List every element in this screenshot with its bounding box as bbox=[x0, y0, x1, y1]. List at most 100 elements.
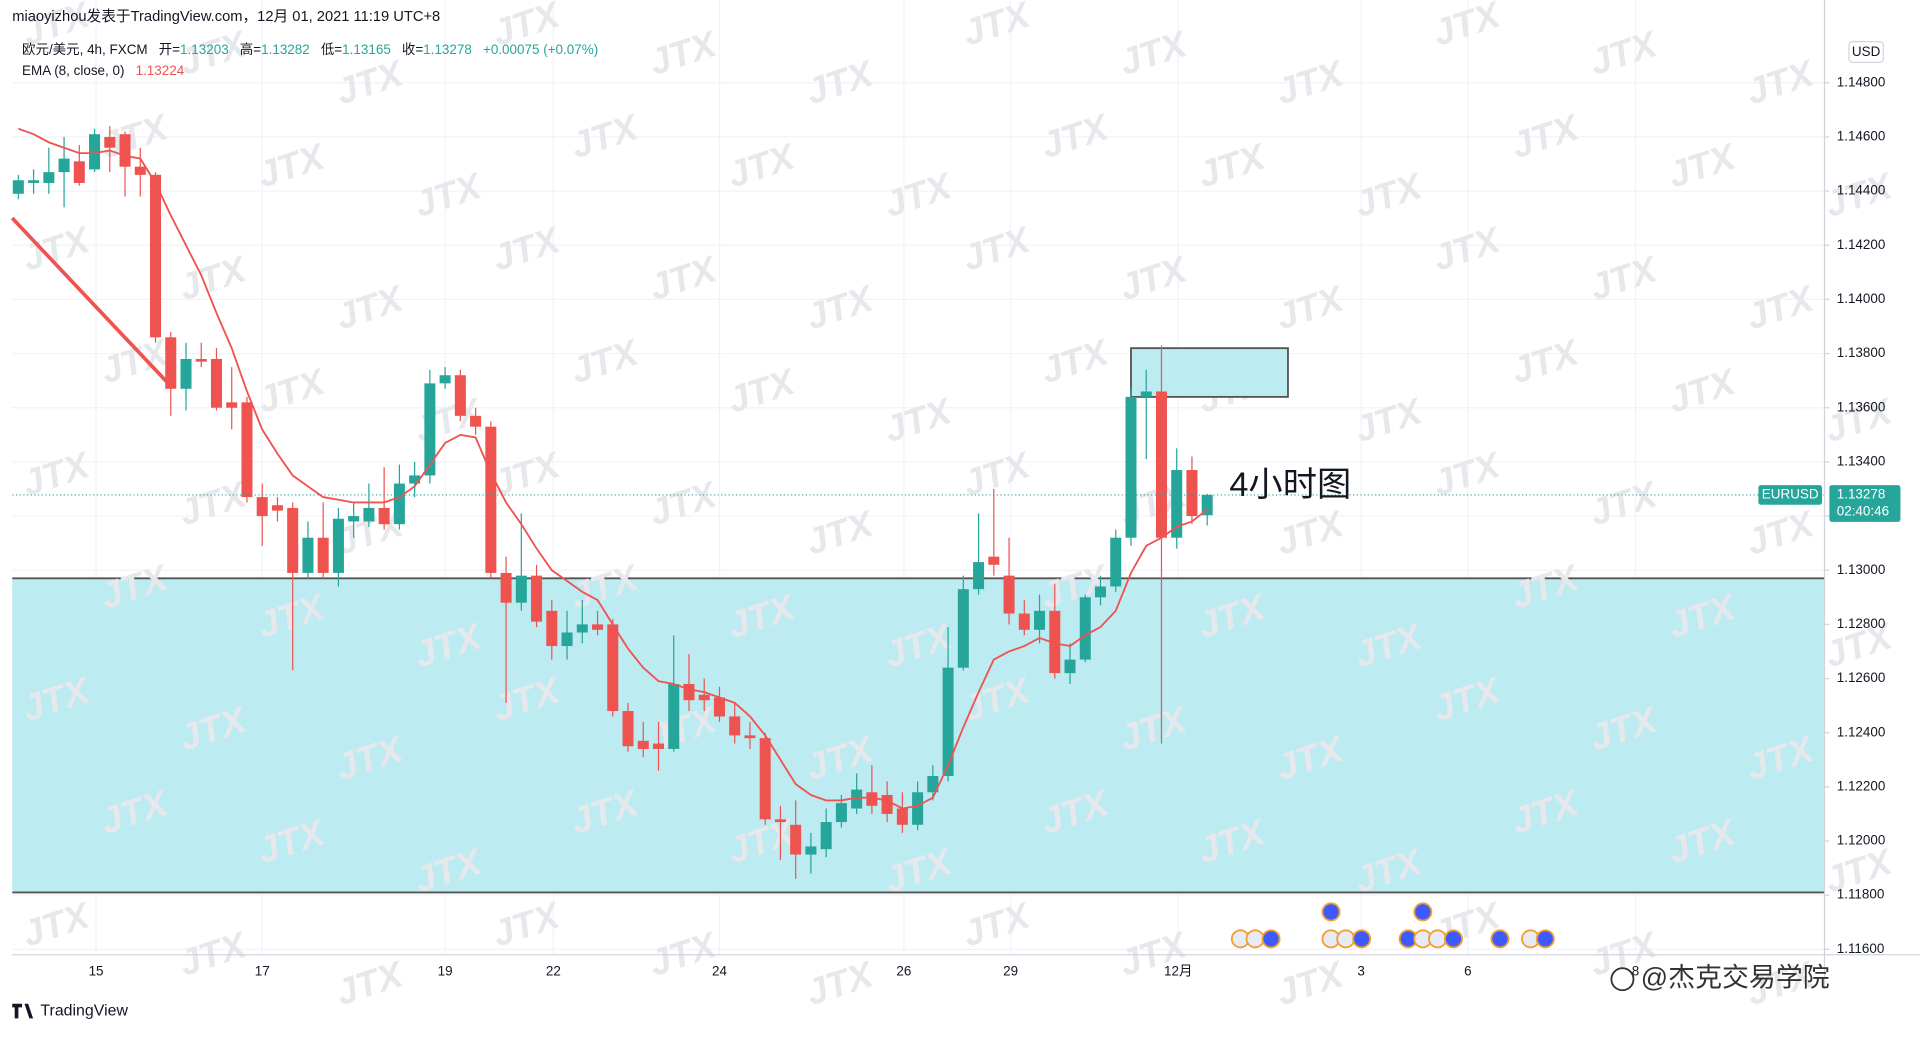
event-icon[interactable] bbox=[1261, 929, 1281, 949]
x-tick-label: 6 bbox=[1464, 963, 1471, 978]
candle-body bbox=[73, 161, 85, 183]
candle-body bbox=[1201, 494, 1213, 516]
candle-body bbox=[1171, 470, 1183, 538]
candle-body bbox=[607, 624, 619, 712]
candle-body bbox=[409, 475, 421, 484]
annotation: 4小时图 bbox=[1229, 466, 1351, 504]
x-tick-label: 22 bbox=[546, 963, 561, 978]
candle-body bbox=[561, 632, 573, 647]
symbol-label-box bbox=[1758, 485, 1823, 505]
y-tick-label: 1.14200 bbox=[1837, 237, 1886, 252]
candle-body bbox=[957, 589, 969, 668]
footer: @杰克交易学院 bbox=[1641, 962, 1830, 992]
candle-body bbox=[988, 556, 1000, 565]
candle-body bbox=[820, 822, 832, 850]
ema-line bbox=[18, 127, 1208, 810]
candle-body bbox=[317, 537, 329, 573]
event-icon[interactable] bbox=[1490, 929, 1510, 949]
plot bbox=[10, 126, 1825, 879]
candle-body bbox=[271, 505, 283, 511]
candle-body bbox=[973, 562, 985, 590]
y-tick-label: 1.12000 bbox=[1837, 833, 1886, 848]
candle-body bbox=[165, 337, 177, 389]
event-icon[interactable] bbox=[1428, 929, 1448, 949]
candle-body bbox=[1186, 470, 1198, 517]
candle-body bbox=[470, 415, 482, 427]
y-tick-label: 1.11800 bbox=[1837, 887, 1885, 902]
x-tick-label: 24 bbox=[712, 963, 727, 978]
candle-body bbox=[774, 819, 786, 823]
candle-body bbox=[332, 518, 344, 573]
ohlc-label: 低= bbox=[321, 42, 342, 57]
candle-body bbox=[1094, 586, 1107, 598]
candle-body bbox=[119, 134, 131, 167]
candle-body bbox=[683, 683, 695, 701]
candle-body bbox=[348, 516, 360, 522]
candle-body bbox=[226, 402, 238, 408]
price-label-box bbox=[1829, 485, 1901, 522]
event-icon[interactable] bbox=[1413, 902, 1433, 922]
candle-body bbox=[485, 426, 497, 573]
y-tick-label: 1.11600 bbox=[1837, 941, 1885, 956]
header: miaoyizhou发表于TradingView.com，12月 01, 202… bbox=[12, 8, 440, 25]
candle-body bbox=[180, 358, 192, 389]
candle-body bbox=[1003, 575, 1015, 614]
x-tick-label: 8 bbox=[1632, 963, 1639, 978]
footer-icon bbox=[1610, 967, 1635, 992]
ohlc-label: 高= bbox=[240, 41, 261, 57]
currency-box[interactable] bbox=[1848, 41, 1884, 64]
candle-body bbox=[43, 172, 55, 183]
candle-body bbox=[439, 375, 451, 384]
y-tick-label: 1.14400 bbox=[1837, 183, 1886, 198]
ohlc-label: 收= bbox=[402, 42, 423, 57]
y-tick-label: 1.13000 bbox=[1837, 562, 1886, 577]
event-icon[interactable] bbox=[1352, 929, 1372, 949]
candle-body bbox=[729, 716, 741, 736]
indicator-name: EMA (8, close, 0) bbox=[22, 63, 124, 78]
y-tick-label: 1.13800 bbox=[1837, 345, 1886, 360]
event-icon[interactable] bbox=[1443, 929, 1463, 949]
candle-body bbox=[393, 483, 405, 525]
ohlc-value: 1.13278 bbox=[423, 42, 472, 57]
candle-body bbox=[790, 824, 802, 855]
logo-icon bbox=[12, 1003, 34, 1019]
event-icon[interactable] bbox=[1245, 929, 1265, 949]
ohlc-value: 1.13203 bbox=[180, 42, 229, 57]
candle-body bbox=[805, 846, 817, 855]
box bbox=[1130, 347, 1289, 398]
candle-body bbox=[1140, 391, 1152, 397]
candle-body bbox=[652, 743, 665, 749]
candle-body bbox=[1110, 537, 1122, 587]
x-tick-label: 29 bbox=[1003, 963, 1018, 978]
trend-line bbox=[10, 216, 173, 388]
event-icon[interactable] bbox=[1535, 929, 1555, 949]
candle-body bbox=[576, 624, 588, 633]
legend: 欧元/美元, 4h, FXCM 开=1.13203 高=1.13282 低=1.… bbox=[22, 41, 598, 57]
candle-body bbox=[1125, 396, 1137, 538]
axes: USD 1.11600 1.11800 1.12000 1.12200 1.12400 1… bbox=[12, 0, 1920, 990]
symbol: 欧元/美元, 4h, FXCM bbox=[22, 42, 148, 57]
x-tick-label: 3 bbox=[1357, 963, 1364, 978]
candle-body bbox=[134, 166, 146, 175]
candle-body bbox=[896, 808, 908, 825]
candle-body bbox=[195, 358, 207, 362]
event-icon[interactable] bbox=[1321, 902, 1341, 922]
candle-body bbox=[835, 803, 847, 823]
candle-body bbox=[759, 738, 771, 820]
y-tick-label: 1.12400 bbox=[1837, 724, 1886, 739]
candle-body bbox=[713, 697, 725, 717]
candle-body bbox=[287, 507, 299, 573]
candle-body bbox=[150, 174, 162, 338]
candle-body bbox=[58, 158, 70, 173]
x-tick-label: 26 bbox=[896, 963, 911, 978]
event-icon[interactable] bbox=[1336, 929, 1356, 949]
candle-body bbox=[302, 537, 314, 573]
candle-body bbox=[241, 402, 253, 498]
candle-body bbox=[424, 383, 436, 476]
candle-body bbox=[546, 610, 558, 647]
y-tick-label: 1.13400 bbox=[1837, 453, 1886, 468]
candle-body bbox=[592, 624, 604, 630]
candle-body bbox=[515, 575, 527, 603]
candle-body bbox=[866, 792, 878, 806]
